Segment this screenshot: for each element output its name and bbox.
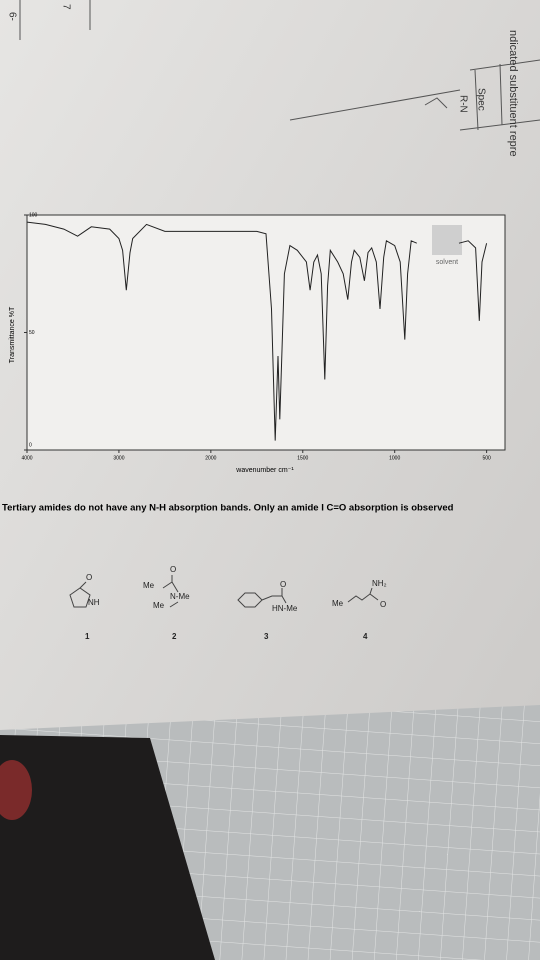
table-cell: R-N: [457, 95, 468, 113]
annotation: solvent: [436, 259, 458, 266]
solvent-box: [432, 225, 462, 255]
atom-label: O: [380, 600, 386, 609]
x-tick-label: 1500: [297, 455, 308, 461]
y-tick-label: 0: [29, 442, 32, 448]
atom-label: Me: [332, 599, 344, 608]
y-tick-label: 100: [29, 212, 38, 218]
object: [0, 760, 32, 820]
statement: Tertiary amides do not have any N-H abso…: [2, 503, 454, 514]
atom-label: NH₂: [372, 579, 387, 588]
corner-text: 7: [60, 4, 71, 10]
structure-number: 3: [264, 632, 269, 641]
atom-label: Me: [143, 581, 155, 590]
corner-text: 6-: [6, 12, 17, 21]
side-text: ndicated substituent repre: [507, 30, 519, 157]
table-cell: Spec: [475, 88, 486, 111]
atom-label: NH: [88, 598, 100, 607]
y-axis-label: Transmittance %T: [9, 306, 16, 363]
structure-number: 1: [85, 632, 90, 641]
plot-frame: [26, 214, 506, 451]
atom-label: HN-Me: [272, 604, 298, 613]
fragment-structure: [424, 97, 448, 109]
x-axis-label: wavenumber cm⁻¹: [235, 467, 294, 474]
x-tick-label: 4000: [21, 455, 32, 461]
spectrum-line: [26, 221, 488, 441]
x-tick-label: 1000: [389, 455, 400, 461]
atom-label: O: [86, 573, 92, 582]
x-tick-label: 2000: [205, 455, 216, 461]
structure-number: 2: [172, 632, 177, 641]
structure-labels: O NH 1 O Me N-Me Me 2 O HN-Me 3 NH₂ Me O…: [85, 565, 387, 641]
atom-label: N-Me: [170, 592, 190, 601]
x-tick-label: 3000: [113, 455, 124, 461]
x-tick-label: 500: [482, 455, 491, 461]
atom-label: O: [170, 565, 176, 574]
structure-number: 4: [363, 632, 368, 641]
atom-label: Me: [153, 601, 165, 610]
y-tick-label: 50: [29, 330, 35, 336]
header-fragment: [19, 0, 540, 131]
desk: [0, 735, 215, 960]
atom-label: O: [280, 580, 286, 589]
structure-bonds: [69, 575, 379, 608]
